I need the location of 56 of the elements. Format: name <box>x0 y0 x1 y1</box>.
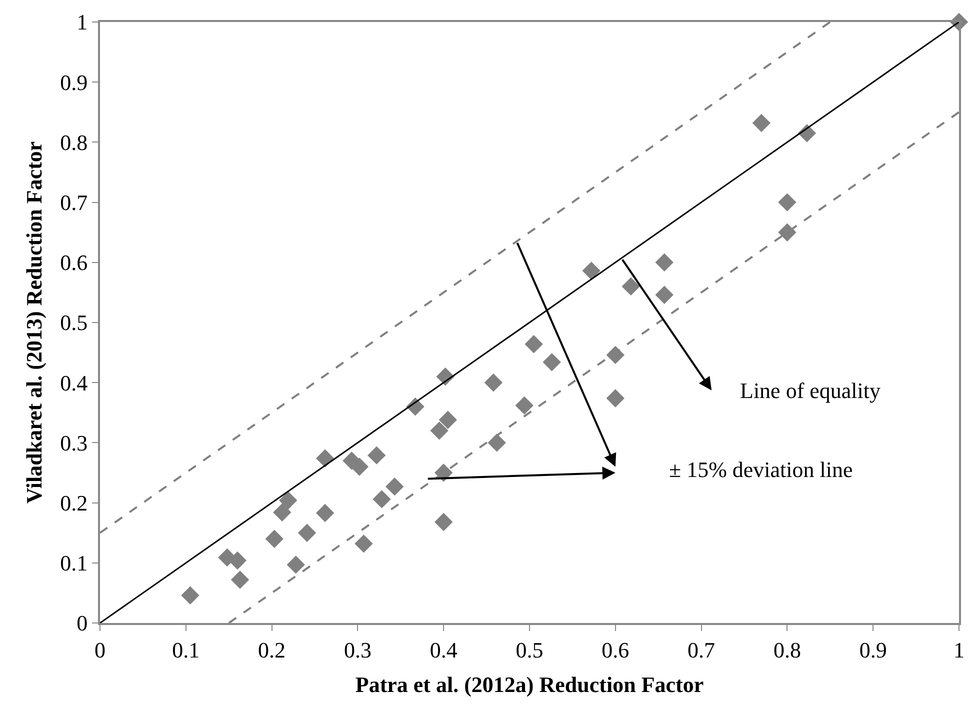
point <box>434 512 453 532</box>
annotation: Line of equality <box>740 378 881 403</box>
y-axis-title: Viladkaret al. (2013) Reduction Factor <box>21 141 46 504</box>
y-tick-label: 1 <box>76 10 88 35</box>
x-tick-label: 0.9 <box>859 637 887 662</box>
point <box>298 524 316 542</box>
point <box>368 446 386 464</box>
point <box>484 374 503 392</box>
y-tick-label: 0.8 <box>60 130 88 155</box>
x-tick-label: 0 <box>94 637 106 662</box>
x-tick-label: 0.5 <box>516 637 544 662</box>
point <box>606 346 624 364</box>
point <box>622 277 640 296</box>
x-tick-label: 0.7 <box>688 637 716 662</box>
x-tick-label: 0.6 <box>602 637 630 662</box>
x-tick-label: 1 <box>954 637 964 662</box>
point <box>606 389 624 408</box>
point <box>430 422 448 440</box>
point <box>181 586 200 604</box>
point <box>655 286 674 304</box>
point <box>438 410 457 429</box>
point <box>582 262 600 280</box>
point <box>515 396 534 415</box>
annotation: ± 15% deviation line <box>669 457 853 482</box>
point <box>778 223 796 242</box>
x-axis-title: Patra et al. (2012a) Reduction Factor <box>355 672 704 697</box>
point <box>354 534 373 553</box>
y-tick-label: 0.9 <box>60 70 88 95</box>
x-tick-label: 0.8 <box>773 637 801 662</box>
point <box>488 434 506 452</box>
point <box>778 193 796 212</box>
point <box>273 503 292 522</box>
y-tick-label: 0.1 <box>60 550 88 576</box>
y-tick-label: 0.2 <box>60 490 88 516</box>
point <box>265 530 284 548</box>
point <box>386 477 404 496</box>
y-tick-label: 0.3 <box>60 430 88 456</box>
point <box>542 353 561 372</box>
x-tick-label: 0.3 <box>344 637 372 662</box>
y-tick-label: 0.4 <box>60 370 88 396</box>
y-tick-label: 0.6 <box>60 250 88 276</box>
y-tick-label: 0 <box>76 610 88 636</box>
point <box>655 253 674 272</box>
x-tick-label: 0.2 <box>258 637 286 662</box>
point <box>316 504 334 522</box>
point <box>286 556 305 574</box>
point <box>316 449 334 468</box>
point <box>752 114 771 132</box>
point <box>230 570 250 589</box>
x-tick-label: 0.1 <box>172 637 200 662</box>
y-tick-label: 0.7 <box>60 190 88 215</box>
y-tick-label: 0.5 <box>60 310 88 336</box>
point <box>279 491 298 510</box>
x-tick-label: 0.4 <box>430 637 458 662</box>
point <box>372 490 391 508</box>
point <box>524 335 543 354</box>
